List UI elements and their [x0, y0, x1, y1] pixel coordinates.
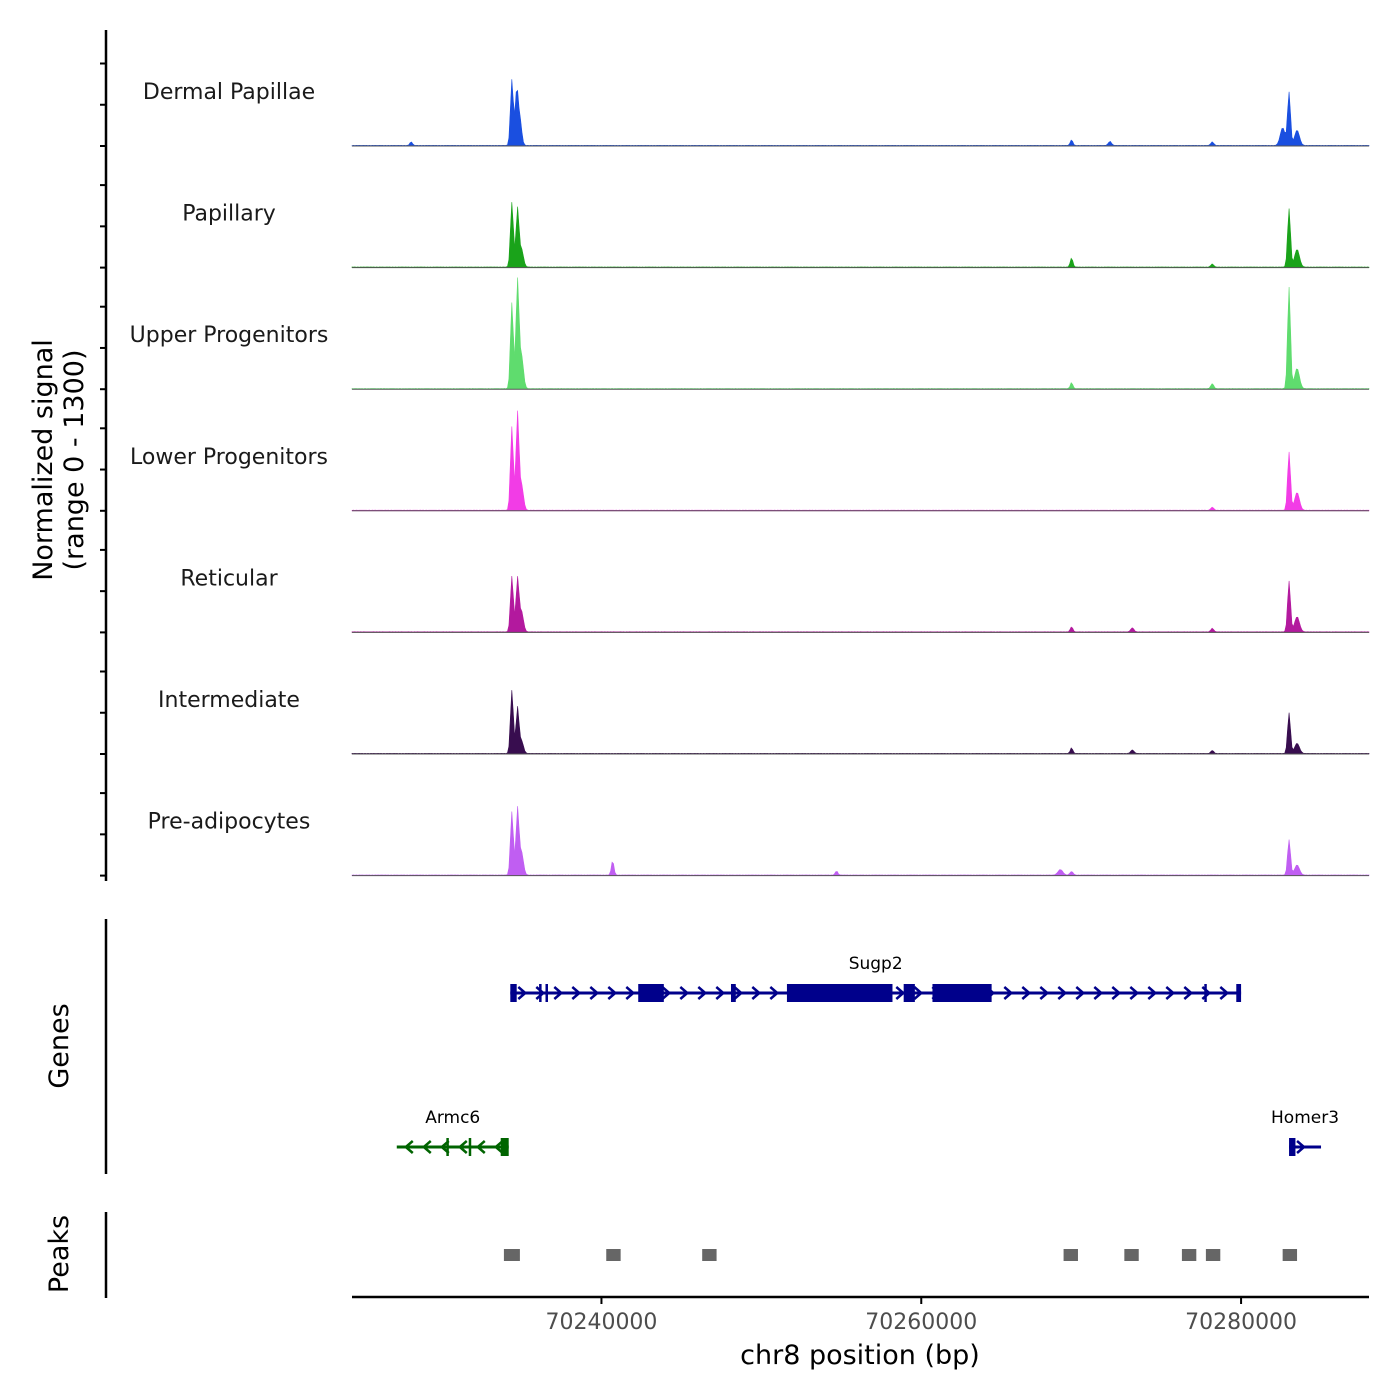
coverage-track: Lower Progenitors: [130, 410, 1370, 512]
gene-label: Armc6: [425, 1108, 480, 1128]
x-axis-label: chr8 position (bp): [740, 1340, 980, 1371]
coverage-area: [351, 202, 1370, 268]
gene-exon: [1289, 1138, 1296, 1156]
strand-arrow: [769, 986, 780, 1000]
track-label: Papillary: [182, 202, 276, 227]
strand-arrow: [679, 986, 690, 1000]
coverage-area: [351, 690, 1370, 755]
strand-arrow: [1165, 986, 1176, 1000]
x-axis-ticks: 70240000 70260000 70280000: [545, 1297, 1297, 1335]
peaks-panel-label: Peaks: [44, 1215, 75, 1293]
strand-arrow: [1075, 986, 1086, 1000]
strand-arrow: [535, 986, 546, 1000]
track-label: Lower Progenitors: [130, 445, 328, 470]
gene-exon: [500, 1138, 509, 1156]
strand-arrow: [421, 1140, 432, 1154]
gene-model: Armc6: [396, 1108, 509, 1156]
strand-arrow: [493, 1140, 504, 1154]
peak-region: [1282, 1249, 1298, 1261]
strand-arrow: [751, 986, 762, 1000]
gene-exon: [1204, 984, 1207, 1002]
strand-arrow: [589, 986, 600, 1000]
strand-arrow: [403, 1140, 414, 1154]
strand-arrow: [457, 1140, 468, 1154]
peak-region: [1063, 1249, 1078, 1261]
gene-exon: [638, 984, 664, 1002]
x-tick-label: 70260000: [865, 1310, 977, 1335]
peak-regions: [503, 1249, 1298, 1261]
gene-exon: [545, 984, 548, 1002]
coverage-track: Papillary: [182, 202, 1370, 269]
coverage-track: Intermediate: [158, 688, 1370, 755]
coverage-track: Upper Progenitors: [130, 277, 1370, 390]
strand-arrow: [715, 986, 726, 1000]
coverage-area: [351, 806, 1370, 876]
coverage-track: Dermal Papillae: [143, 79, 1370, 147]
track-label: Dermal Papillae: [143, 80, 315, 105]
peak-region: [503, 1249, 520, 1261]
gene-exon: [903, 984, 915, 1002]
gene-model: Homer3: [1271, 1108, 1339, 1156]
gene-exon: [468, 1138, 472, 1156]
peak-region: [1124, 1249, 1139, 1261]
gene-annotations: Sugp2 Armc6 Homer3: [396, 954, 1339, 1156]
gene-exon: [510, 984, 517, 1002]
gene-model: Sugp2: [510, 954, 1242, 1002]
peak-region: [702, 1249, 717, 1261]
strand-arrow: [1057, 986, 1068, 1000]
strand-arrow: [733, 986, 744, 1000]
genes-panel-label: Genes: [44, 1003, 75, 1088]
coverage-y-label-line1: Normalized signal: [28, 339, 59, 581]
gene-exon: [539, 984, 542, 1002]
strand-arrow: [553, 986, 564, 1000]
coverage-track: Pre-adipocytes: [148, 806, 1370, 877]
coverage-tracks: Dermal Papillae Papillary Upper Progenitor…: [130, 79, 1370, 877]
strand-arrow: [1003, 986, 1014, 1000]
strand-arrow: [475, 1140, 486, 1154]
coverage-area: [351, 79, 1370, 147]
track-label: Intermediate: [158, 688, 300, 713]
coverage-y-label-line2: (range 0 - 1300): [59, 350, 90, 571]
strand-arrow: [661, 986, 672, 1000]
peak-region: [1205, 1249, 1221, 1261]
track-label: Pre-adipocytes: [148, 810, 311, 835]
gene-exon: [932, 984, 992, 1002]
strand-arrow: [1129, 986, 1140, 1000]
gene-label: Sugp2: [849, 954, 903, 974]
coverage-area: [351, 410, 1370, 512]
x-tick-label: 70280000: [1185, 1310, 1297, 1335]
strand-arrow: [1147, 986, 1158, 1000]
gene-exon: [786, 984, 893, 1002]
strand-arrow: [571, 986, 582, 1000]
gene-exon: [446, 1138, 449, 1156]
strand-arrow: [517, 986, 528, 1000]
gene-label: Homer3: [1271, 1108, 1339, 1128]
coverage-track: Reticular: [180, 566, 1370, 633]
strand-arrow: [1093, 986, 1104, 1000]
strand-arrow: [1039, 986, 1050, 1000]
gene-exon: [1236, 984, 1242, 1002]
coverage-y-ticks: [100, 62, 106, 877]
strand-arrow: [1021, 986, 1032, 1000]
coverage-area: [351, 576, 1370, 633]
peak-region: [1181, 1249, 1197, 1261]
track-label: Reticular: [180, 566, 278, 591]
strand-arrow: [607, 986, 618, 1000]
track-label: Upper Progenitors: [130, 323, 329, 348]
x-tick-label: 70240000: [545, 1310, 657, 1335]
strand-arrow: [1111, 986, 1122, 1000]
strand-arrow: [895, 986, 906, 1000]
strand-arrow: [1296, 1140, 1306, 1154]
strand-arrow: [697, 986, 708, 1000]
gene-exon: [730, 984, 736, 1002]
strand-arrow: [1219, 986, 1230, 1000]
coverage-area: [351, 277, 1370, 390]
strand-arrow: [1183, 986, 1194, 1000]
strand-arrow: [913, 986, 924, 1000]
strand-arrow: [625, 986, 636, 1000]
peak-region: [606, 1249, 621, 1261]
